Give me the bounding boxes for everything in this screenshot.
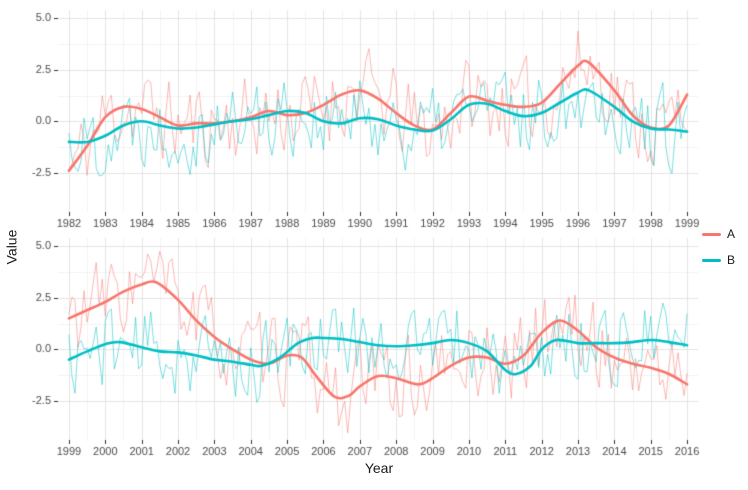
x-axis-title: Year <box>364 460 394 476</box>
legend-line-swatch-b <box>702 258 721 262</box>
y-axis-title-container: Value <box>0 4 22 490</box>
panel-bottom-chart <box>22 232 702 460</box>
y-axis-title: Value <box>3 229 19 265</box>
panel-top-chart <box>22 4 702 232</box>
legend-label-b: B <box>727 253 736 267</box>
panels-column: Year <box>22 4 702 490</box>
legend-line-swatch-a <box>702 232 721 236</box>
legend: A B <box>702 4 748 490</box>
legend-entry-b: B <box>702 254 748 266</box>
legend-label-a: A <box>727 227 736 241</box>
legend-entry-a: A <box>702 228 748 240</box>
x-axis-title-container: Year <box>22 460 702 484</box>
